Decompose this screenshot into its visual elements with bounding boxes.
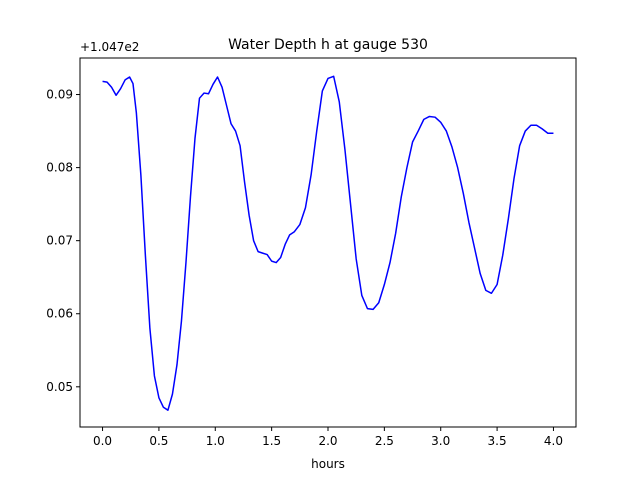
y-offset-label: +1.047e2 [80, 40, 139, 54]
x-tick-label: 3.5 [488, 434, 507, 448]
x-tick-label: 4.0 [544, 434, 563, 448]
y-tick-label: 0.05 [46, 380, 73, 394]
x-tick-label: 1.5 [262, 434, 281, 448]
x-tick-label: 1.0 [206, 434, 225, 448]
y-tick-label: 0.08 [46, 161, 73, 175]
series-line-0 [102, 75, 554, 411]
x-axis-label: hours [311, 457, 345, 471]
plot-area: 0.0 0.5 1.0 1.5 2.0 2.5 3.0 3.5 4.0 0.05 0.06 0.07 0… [46, 57, 577, 448]
chart-title: Water Depth h at gauge 530 [228, 37, 428, 53]
x-tick-label: 3.0 [431, 434, 450, 448]
x-tick-label: 0.0 [93, 434, 112, 448]
y-tick-label: 0.06 [46, 307, 73, 321]
x-tick-label: 2.5 [375, 434, 394, 448]
x-tick-label: 0.5 [149, 434, 168, 448]
x-tick-label: 2.0 [318, 434, 337, 448]
y-tick-label: 0.09 [46, 88, 73, 102]
y-tick-label: 0.07 [46, 234, 73, 248]
